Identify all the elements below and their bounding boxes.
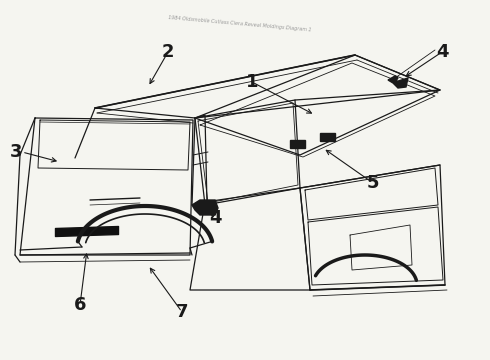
- Text: 4: 4: [436, 43, 448, 61]
- Bar: [290, 140, 305, 148]
- Text: 6: 6: [74, 296, 86, 314]
- Polygon shape: [192, 200, 218, 215]
- Text: 2: 2: [162, 43, 174, 61]
- Text: 7: 7: [176, 303, 188, 321]
- Text: 3: 3: [9, 143, 22, 161]
- Text: 5: 5: [367, 174, 379, 192]
- Text: 1984 Oldsmobile Cutlass Ciera Reveal Moldings Diagram 1: 1984 Oldsmobile Cutlass Ciera Reveal Mol…: [168, 15, 312, 32]
- Text: 4: 4: [209, 209, 221, 227]
- Bar: [320, 133, 335, 141]
- Text: 1: 1: [246, 73, 258, 91]
- Polygon shape: [388, 76, 408, 88]
